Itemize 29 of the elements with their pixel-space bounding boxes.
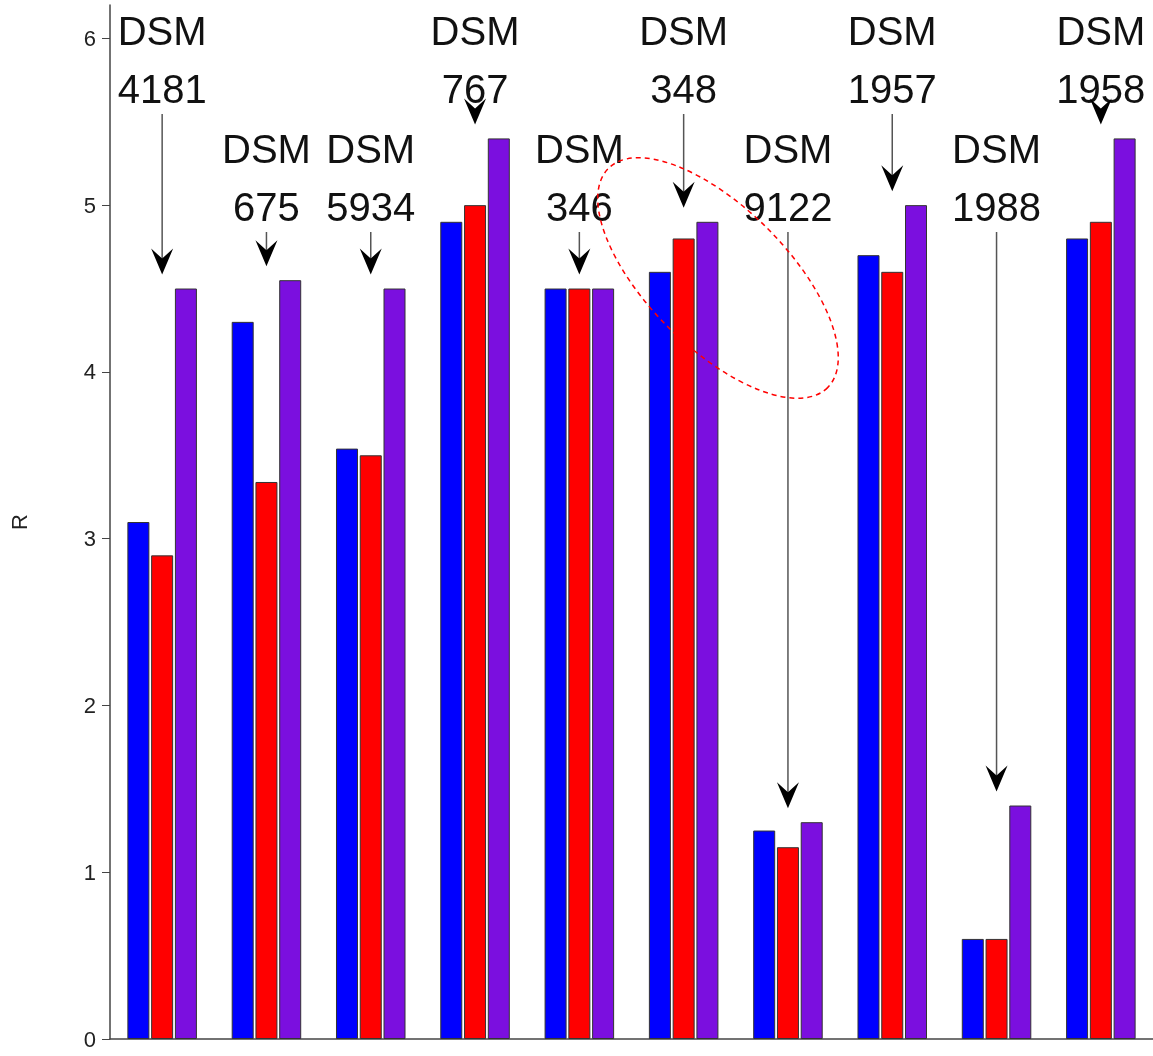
y-tick-label: 2 xyxy=(83,692,96,718)
annotation: DSM 346 xyxy=(534,127,624,229)
annotation: DSM 1988 xyxy=(952,127,1042,229)
y-tick-label: 4 xyxy=(83,359,96,385)
annotation: DSM 9122 xyxy=(743,127,833,229)
annotation: DSM 1957 xyxy=(847,9,937,111)
y-axis-title: R xyxy=(6,514,32,530)
annotation: DSM 675 xyxy=(222,127,311,229)
annotation: DSM 348 xyxy=(639,9,729,111)
bar xyxy=(174,288,197,1039)
annotation: DSM 5934 xyxy=(326,127,416,229)
bar xyxy=(800,822,823,1039)
annotation: DSM 767 xyxy=(430,9,520,111)
bar xyxy=(905,205,928,1039)
annotation: DSM 1958 xyxy=(1056,9,1146,111)
bar xyxy=(464,205,487,1039)
bar xyxy=(335,448,358,1039)
y-tick-label: 1 xyxy=(83,859,96,885)
y-tick-label: 6 xyxy=(83,25,96,51)
bar xyxy=(1066,238,1089,1039)
y-tick-label: 0 xyxy=(83,1026,96,1052)
annotation: DSM 4181 xyxy=(117,9,207,111)
bar xyxy=(440,221,463,1039)
bar xyxy=(776,847,799,1039)
bar xyxy=(753,830,776,1039)
bar xyxy=(487,138,510,1039)
y-tick-label: 5 xyxy=(83,192,96,218)
bar xyxy=(648,271,671,1039)
y-tick-label: 3 xyxy=(83,526,96,552)
